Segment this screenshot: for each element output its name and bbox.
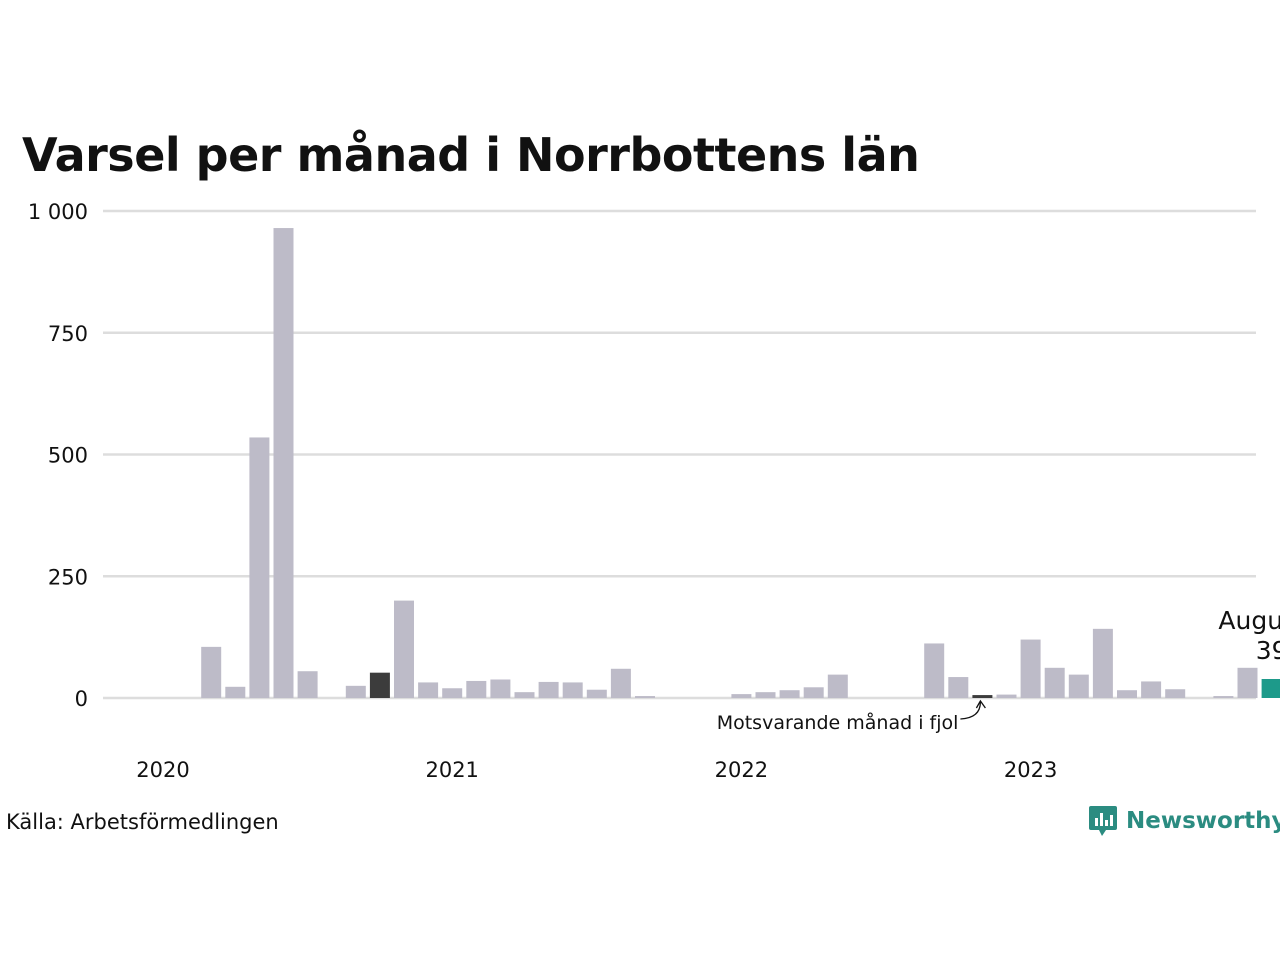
comparison-arrowhead <box>975 699 986 709</box>
newsworthy-logo[interactable]: Newsworthy <box>1088 804 1280 838</box>
bar <box>562 682 583 698</box>
bar <box>755 692 776 698</box>
source-note: Källa: Arbetsförmedlingen <box>6 810 279 834</box>
comparison-annotation: Motsvarande månad i fjol <box>717 711 959 734</box>
bar <box>610 668 631 698</box>
bar <box>731 694 752 698</box>
bar <box>924 643 945 698</box>
bar <box>1237 667 1258 698</box>
bar <box>345 685 366 698</box>
y-tick-label: 500 <box>48 444 88 468</box>
bar <box>1213 696 1234 698</box>
bar-comparison <box>369 672 390 698</box>
brand-name: Newsworthy <box>1126 808 1280 834</box>
chart-title: Varsel per månad i Norrbottens län <box>22 128 920 182</box>
y-axis-labels: 0 250 500 750 1 000 <box>28 200 88 711</box>
bar <box>1044 667 1065 698</box>
bar <box>1092 628 1113 698</box>
x-tick-label: 2021 <box>425 758 478 782</box>
bar <box>779 690 800 698</box>
bar <box>466 680 487 698</box>
bar <box>803 687 824 698</box>
bar <box>394 600 414 698</box>
y-tick-label: 0 <box>75 687 88 711</box>
y-tick-label: 750 <box>48 322 88 346</box>
bar <box>418 682 439 698</box>
y-tick-label: 250 <box>48 565 88 589</box>
bar <box>1020 639 1041 698</box>
y-tick-label: 1 000 <box>28 200 88 224</box>
comparison-arrow <box>960 701 982 720</box>
x-tick-label: 2020 <box>136 758 189 782</box>
bar <box>948 677 969 698</box>
newsworthy-logo-icon <box>1089 806 1117 836</box>
x-tick-label: 2022 <box>715 758 768 782</box>
bar <box>1068 674 1089 698</box>
highlight-month-label: Augusti <box>1218 606 1280 635</box>
bar <box>996 694 1017 698</box>
bar <box>1165 689 1186 698</box>
bar <box>538 681 559 698</box>
bar <box>586 689 607 698</box>
bar <box>273 228 294 699</box>
bar <box>249 437 270 698</box>
x-tick-label: 2023 <box>1004 758 1057 782</box>
bar <box>514 692 535 698</box>
bar <box>490 679 511 698</box>
x-axis-labels: 2020 2021 2022 2023 <box>136 758 1057 782</box>
bars <box>201 228 1280 699</box>
bar <box>635 696 655 698</box>
annotations: Augusti39 Motsvarande månad i fjol <box>717 606 1280 734</box>
highlight-value-label: 39 <box>1256 636 1280 665</box>
bar <box>201 646 222 698</box>
bar <box>225 686 246 698</box>
bar <box>297 671 318 698</box>
bar-comparison <box>972 695 993 698</box>
bar <box>1117 690 1137 698</box>
bar <box>827 674 848 698</box>
bar <box>1141 681 1162 698</box>
bar-highlight <box>1261 679 1280 698</box>
bar <box>442 688 463 698</box>
